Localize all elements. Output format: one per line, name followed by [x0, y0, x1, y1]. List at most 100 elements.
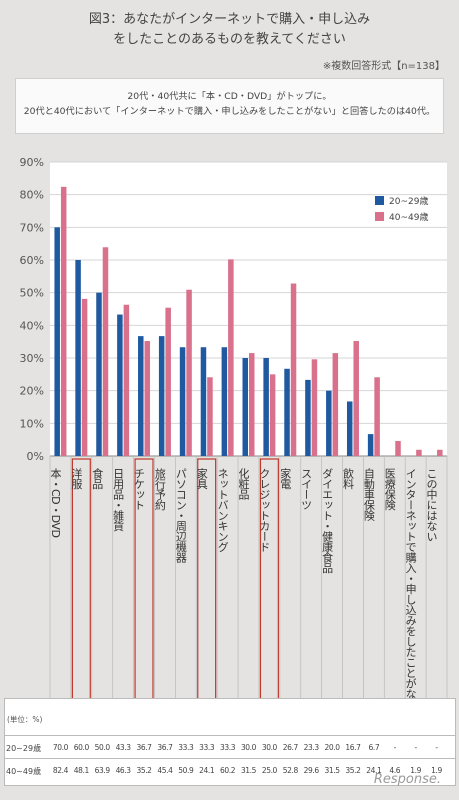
summary-box: 20代・40代共に「本・CD・DVD」がトップに。 20代と40代において「イン… — [15, 78, 444, 134]
table-divider — [4, 758, 456, 759]
bar-40s — [311, 359, 318, 456]
table-cell-40s: 25.0 — [261, 766, 278, 775]
y-tick-label: 20% — [20, 385, 44, 398]
plot-area — [50, 162, 447, 456]
chart-title-line2: をしたことのあるものを教えてください — [113, 32, 346, 47]
table-cell-40s: 24.1 — [366, 766, 382, 775]
legend-label-20s: 20~29歳 — [389, 195, 428, 207]
category-label: ネットバンキング — [216, 468, 229, 553]
table-cell-20s: 33.3 — [220, 743, 236, 752]
bar-40s — [165, 307, 171, 456]
table-cell-20s: - — [435, 743, 438, 752]
table-cell-20s: - — [414, 743, 418, 752]
table-cell-40s: 31.5 — [240, 766, 257, 775]
highlight-box — [71, 458, 91, 700]
category-label: 食品 — [91, 467, 104, 490]
bar-20s — [284, 368, 290, 456]
category-label: ダイエット・健康食品 — [321, 468, 334, 574]
table-cell-20s: 20.0 — [324, 743, 341, 752]
bar-40s — [144, 341, 151, 456]
bar-40s — [228, 259, 234, 456]
legend-label-40s: 40~49歳 — [389, 211, 428, 223]
table-cell-20s: - — [393, 743, 397, 752]
bar-20s — [158, 336, 165, 456]
bar-40s — [374, 377, 380, 456]
table-cell-20s: 70.0 — [52, 743, 69, 752]
table-cell-20s: 30.0 — [261, 743, 278, 752]
bar-chart: 0% 10% 20% 30% 40% 50% 60% 70% 80% 90% 本・CD・DVD 洋服食… — [20, 156, 448, 700]
response-watermark: Response. — [373, 772, 441, 787]
y-tick-label: 70% — [20, 221, 44, 234]
highlight-box — [259, 458, 279, 700]
table-cell-40s: 35.2 — [345, 766, 361, 775]
category-label: 洋服 — [70, 467, 83, 491]
table-cell-40s: 24.1 — [199, 766, 215, 775]
category-label: この中にはない — [425, 468, 438, 542]
category-label: 医療保険 — [383, 468, 396, 511]
bar-20s — [221, 347, 228, 456]
table-cell-40s: 50.9 — [178, 766, 194, 775]
table-cell-40s: 31.5 — [324, 766, 341, 775]
table-cell-40s: 4.6 — [389, 766, 401, 775]
chart-title: 図3：あなたがインターネットで購入・申し込み をしたことのあるものを教えてくださ… — [0, 10, 459, 50]
highlight-box — [197, 458, 217, 700]
category-label: 家電 — [279, 467, 292, 490]
table-cell-20s: 33.3 — [199, 743, 215, 752]
y-tick-label: 80% — [20, 189, 44, 202]
table-cell-40s: 46.3 — [115, 766, 132, 775]
table-cell-20s: 26.7 — [282, 743, 299, 752]
table-cell-40s: 45.4 — [157, 766, 173, 775]
category-label: クレジットカード — [258, 468, 271, 552]
table-cell-20s: 33.3 — [178, 743, 194, 752]
bar-20s — [200, 347, 207, 456]
y-tick-label: 90% — [20, 156, 44, 169]
bar-40s — [81, 298, 88, 456]
bar-20s — [305, 379, 311, 456]
bar-20s — [263, 358, 269, 456]
bar-40s — [332, 353, 339, 456]
table-cell-40s: 63.9 — [94, 766, 111, 775]
category-label: 自動車保険 — [362, 468, 375, 522]
bar-40s — [249, 353, 255, 456]
table-cell-40s: 52.8 — [282, 766, 299, 775]
bar-40s — [123, 304, 130, 456]
chart-title-line1: 図3：あなたがインターネットで購入・申し込み — [88, 12, 371, 27]
data-table — [4, 698, 456, 786]
legend-swatch-40s — [375, 212, 384, 221]
bar-40s — [437, 449, 443, 456]
table-cell-40s: 1.9 — [431, 766, 442, 775]
bar-40s — [269, 374, 276, 456]
category-label: インターネットで購入・申し込みをしたことがない — [404, 468, 417, 700]
bar-40s — [60, 186, 67, 456]
table-divider — [4, 735, 456, 736]
table-cell-40s: 29.6 — [303, 766, 320, 775]
highlight-box — [134, 458, 154, 700]
category-label: 化粧品 — [237, 467, 250, 500]
y-tick-label: 10% — [20, 417, 44, 430]
y-tick-label: 30% — [20, 352, 44, 365]
table-cell-40s: 35.2 — [136, 766, 152, 775]
category-label: スイーツ — [300, 468, 313, 510]
table-cell-20s: 60.0 — [73, 743, 90, 752]
bar-20s — [346, 401, 353, 456]
category-label: 旅行予約 — [153, 467, 166, 512]
table-cell-20s: 43.3 — [115, 743, 132, 752]
category-label: 本・CD・DVD — [49, 467, 62, 538]
sample-note: ※複数回答形式【n=138】 — [322, 61, 445, 72]
table-row-label-20s: 20~29歳 — [6, 744, 42, 753]
table-cell-40s: 82.4 — [52, 766, 69, 775]
y-tick-label: 50% — [20, 287, 44, 300]
table-cell-40s: 1.9 — [410, 766, 422, 775]
bar-20s — [96, 292, 102, 456]
bar-20s — [242, 358, 248, 456]
y-tick-label: 0% — [27, 450, 44, 463]
y-tick-label: 60% — [20, 254, 44, 267]
bar-20s — [367, 434, 374, 456]
table-cell-20s: 36.7 — [136, 743, 152, 752]
category-label: チケット — [133, 468, 146, 510]
bar-20s — [54, 227, 60, 456]
bar-20s — [75, 260, 81, 456]
bar-20s — [117, 314, 123, 456]
bar-40s — [102, 247, 109, 456]
table-cell-40s: 60.2 — [220, 766, 236, 775]
